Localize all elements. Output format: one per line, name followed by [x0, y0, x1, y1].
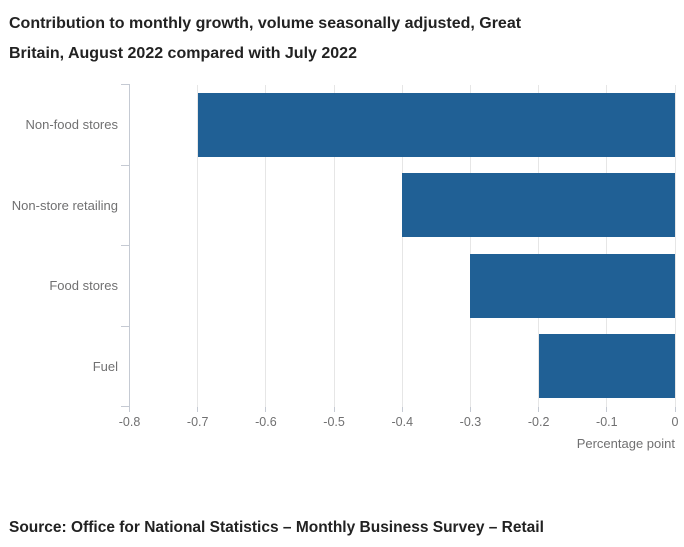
gridline [333, 84, 335, 407]
x-axis-tick [674, 406, 676, 412]
bar-fuel [538, 334, 675, 399]
x-axis-tick [538, 406, 540, 412]
chart-title-line1: Contribution to monthly growth, volume s… [9, 15, 522, 32]
y-axis-tick [121, 325, 130, 327]
x-tick-label: 0 [671, 415, 679, 429]
category-label: Food stores [49, 278, 118, 294]
x-axis-tick [129, 406, 130, 412]
gridline [606, 84, 608, 407]
x-axis-tick [197, 406, 199, 412]
y-axis-tick [121, 84, 130, 85]
x-axis-tick [469, 406, 471, 412]
x-axis-tick [401, 406, 403, 412]
bar-non-food-stores [197, 92, 675, 157]
gridline [197, 84, 199, 407]
x-tick-label: -0.5 [323, 415, 345, 429]
category-label: Non-food stores [25, 117, 119, 133]
bar-food-stores [470, 253, 675, 318]
category-label: Non-store retailing [11, 197, 118, 213]
x-tick-label: -0.2 [527, 415, 550, 429]
gridline [469, 84, 471, 407]
x-tick-label: -0.8 [118, 415, 141, 429]
x-axis-tick [333, 406, 335, 412]
gridline [538, 84, 540, 407]
source-note: Source: Office for National Statistics –… [9, 519, 544, 536]
x-tick-label: -0.3 [459, 415, 482, 429]
x-axis-tick [265, 406, 267, 412]
y-axis-tick [121, 245, 130, 246]
bar-non-store-retailing [402, 173, 675, 238]
gridline [401, 84, 403, 407]
x-axis-title: Percentage point [576, 436, 675, 451]
chart-title: Contribution to monthly growth, volume s… [9, 9, 629, 69]
chart-title-line2: Britain, August 2022 compared with July … [9, 45, 357, 62]
plot-area [129, 84, 676, 407]
x-tick-label: -0.6 [255, 415, 277, 429]
y-axis-tick [121, 406, 130, 407]
x-tick-label: -0.1 [596, 415, 618, 429]
x-tick-label: -0.4 [391, 415, 414, 429]
gridline [265, 84, 267, 407]
category-label: Fuel [92, 358, 118, 374]
x-axis-tick [606, 406, 608, 412]
y-axis-line [129, 84, 130, 407]
y-axis-tick [121, 164, 130, 166]
gridline [674, 84, 676, 407]
x-tick-label: -0.7 [186, 415, 209, 429]
